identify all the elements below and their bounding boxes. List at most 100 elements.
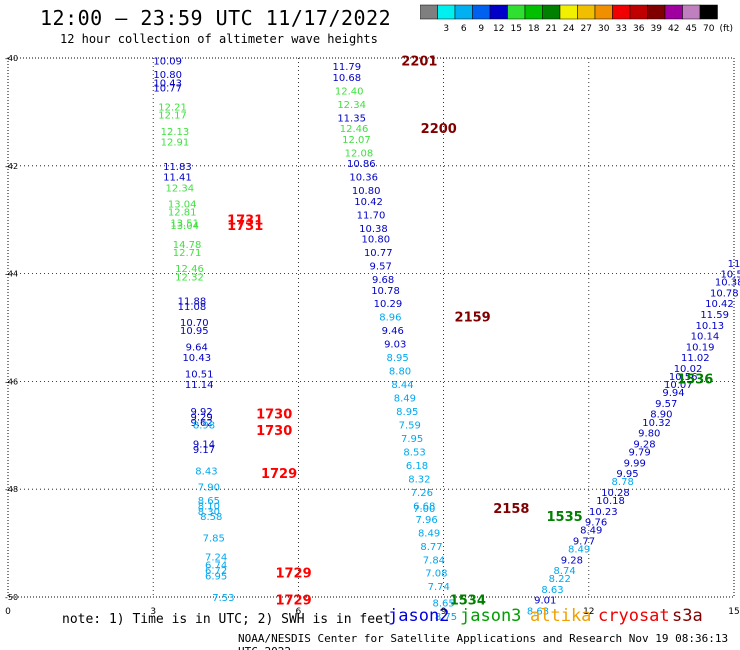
wave-height-value: 9.57 [655, 399, 677, 410]
pass-time-label: 1534 [450, 594, 486, 609]
scale-label: 42 [668, 24, 679, 34]
scale-label: 21 [546, 24, 557, 34]
scale-unit: (ft) [720, 24, 734, 34]
wave-height-value: 12.34 [165, 183, 194, 194]
wave-height-value: 8.90 [650, 410, 672, 421]
wave-height-value: 9.14 [193, 439, 215, 450]
scale-label: 30 [598, 24, 610, 34]
legend-cryosat: cryosat [598, 606, 670, 626]
wave-height-value: 7.08 [425, 569, 447, 580]
wave-height-value: 9.92 [190, 407, 212, 418]
x-tick-label: 0 [5, 607, 11, 617]
wave-height-value: 8.96 [379, 313, 401, 324]
wave-height-value: 11.70 [357, 210, 386, 221]
wave-height-value: 10.14 [691, 332, 720, 343]
wave-height-value: 12.17 [158, 111, 187, 122]
wave-height-value: 6.95 [205, 571, 227, 582]
wave-height-value: 10.43 [153, 78, 182, 89]
wave-height-value: 7.53 [212, 593, 234, 604]
wave-height-value: 9.80 [638, 429, 660, 440]
wave-height-value: 12.34 [337, 100, 366, 111]
wave-height-value: 6.72 [205, 566, 227, 577]
wave-height-value: 8.44 [391, 380, 413, 391]
wave-height-value: 12.40 [335, 86, 364, 97]
wave-height-value: 10.70 [180, 318, 209, 329]
wave-height-value: 9.94 [662, 388, 684, 399]
scale-label: 36 [633, 24, 645, 34]
page-subtitle: 12 hour collection of altimeter wave hei… [60, 32, 378, 46]
wave-height-value: 8.49 [580, 526, 602, 537]
wave-height-value: 9.62 [190, 418, 212, 429]
x-tick-label: 15 [728, 607, 739, 617]
wave-height-value: 10.36 [349, 173, 378, 184]
wave-height-value: 12.46 [175, 264, 204, 275]
wave-height-value: 8.53 [403, 447, 425, 458]
wave-height-value: 10.18 [596, 496, 625, 507]
wave-height-value: 10.95 [180, 326, 209, 337]
wave-height-value: 11.08 [178, 302, 207, 313]
wave-height-value: 7.85 [203, 534, 225, 545]
wave-height-value: 9.79 [628, 447, 650, 458]
wave-height-value: 8.30 [198, 507, 220, 518]
wave-height-value: 10.56 [669, 372, 698, 383]
pass-time-label: 1730 [256, 408, 292, 423]
wave-height-value: 10.02 [674, 364, 703, 375]
scale-label: 33 [616, 24, 627, 34]
legend-altika: altika [530, 606, 592, 626]
wave-height-value: 9.76 [585, 518, 607, 529]
wave-height-value: 8.49 [568, 544, 590, 555]
wave-height-value: 7.26 [411, 488, 433, 499]
footer-credit: NOAA/NESDIS Center for Satellite Applica… [238, 632, 729, 650]
wave-height-value: 10.07 [664, 380, 693, 391]
pass-time-label: 1729 [261, 467, 297, 482]
wave-height-value: 9.95 [616, 469, 638, 480]
pass-time-label: 1731 [227, 219, 263, 234]
wave-height-value: 10.13 [695, 321, 724, 332]
wave-height-value: 10.51 [185, 369, 214, 380]
wave-height-value: 6.68 [413, 501, 435, 512]
wave-height-value: 8.98 [193, 421, 215, 432]
wave-height-value: 7.95 [401, 434, 423, 445]
wave-height-value: 8.43 [195, 466, 217, 477]
wave-height-value: 10.86 [347, 159, 376, 170]
wave-height-value: 8.58 [200, 512, 222, 523]
wave-height-value: 10.43 [182, 353, 211, 364]
wave-height-plot: 0 3 6 9 12 15-40-42-44-46-48-5010.0910.8010.4… [5, 54, 740, 620]
wave-height-value: 8.75 [435, 612, 457, 620]
wave-height-value: 9.17 [193, 445, 215, 456]
wave-height-value: 12.07 [342, 135, 371, 146]
wave-height-value: 8.49 [394, 394, 416, 405]
wave-height-value: 10.80 [362, 235, 391, 246]
wave-height-value: 10.29 [374, 299, 403, 310]
wave-height-value: 10.23 [589, 507, 618, 518]
wave-height-value: 7.59 [399, 421, 421, 432]
wave-height-value: 12.13 [161, 127, 190, 138]
wave-height-value: 10.5 [720, 270, 740, 281]
wave-height-value: 9.28 [561, 555, 583, 566]
wave-height-value: 10.28 [601, 488, 630, 499]
wave-height-value: 7.96 [416, 515, 438, 526]
wave-height-value: 10.09 [153, 57, 182, 68]
wave-height-value: 12.21 [158, 103, 187, 114]
legend-jason3: jason3 [460, 606, 522, 626]
wave-height-value: 8.80 [389, 367, 411, 378]
wave-height-value: 8.78 [612, 477, 634, 488]
wave-height-value: 9.57 [370, 262, 392, 273]
wave-height-value: 12.91 [161, 138, 190, 149]
wave-height-value: 13.04 [170, 221, 199, 232]
wave-height-value: 11.35 [337, 113, 366, 124]
pass-time-label: 1729 [275, 594, 311, 609]
pass-time-label: 2158 [493, 502, 529, 517]
wave-height-value: 9.99 [624, 458, 646, 469]
plot-frame [7, 57, 735, 598]
wave-height-value: 7.24 [205, 553, 227, 564]
wave-height-value: 9.28 [633, 439, 655, 450]
pass-time-label: 1730 [256, 424, 292, 439]
wave-height-value: 9.29 [190, 412, 212, 423]
wave-height-value: 8.95 [396, 407, 418, 418]
x-tick-label: 9 [441, 607, 447, 617]
wave-height-value: 10.42 [705, 299, 734, 310]
wave-height-value: 10.78 [371, 286, 400, 297]
wave-height-value: 12.71 [173, 248, 202, 259]
wave-height-value: 11 [728, 259, 740, 270]
